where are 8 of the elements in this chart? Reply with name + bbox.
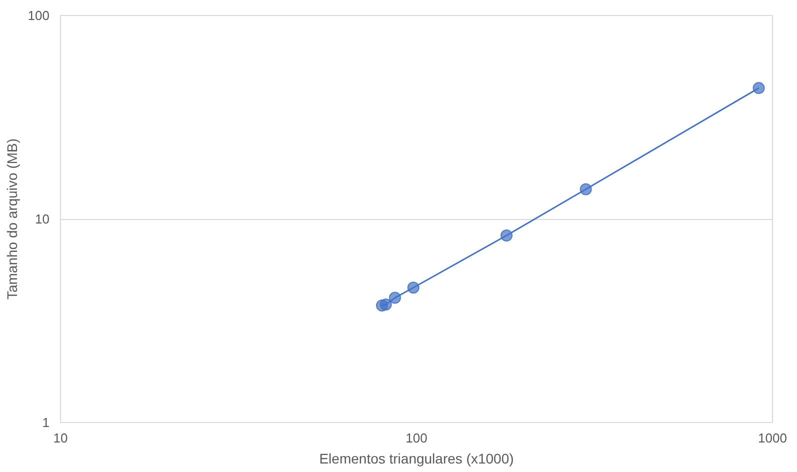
x-tick-label: 1000 (758, 430, 787, 446)
y-tick-label: 10 (35, 212, 50, 226)
x-tick-label: 10 (53, 430, 68, 446)
y-tick-label: 100 (28, 8, 50, 23)
x-tick-label: 100 (406, 430, 428, 446)
x-axis-title: Elementos triangulares (x1000) (319, 450, 514, 466)
y-tick-label: 1 (42, 415, 50, 430)
y-axis-title: Tamanho do arquivo (MB) (4, 138, 20, 300)
